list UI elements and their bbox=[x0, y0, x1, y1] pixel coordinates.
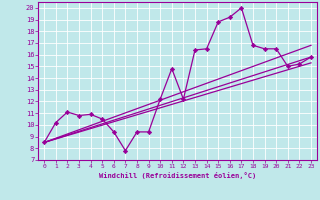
X-axis label: Windchill (Refroidissement éolien,°C): Windchill (Refroidissement éolien,°C) bbox=[99, 172, 256, 179]
